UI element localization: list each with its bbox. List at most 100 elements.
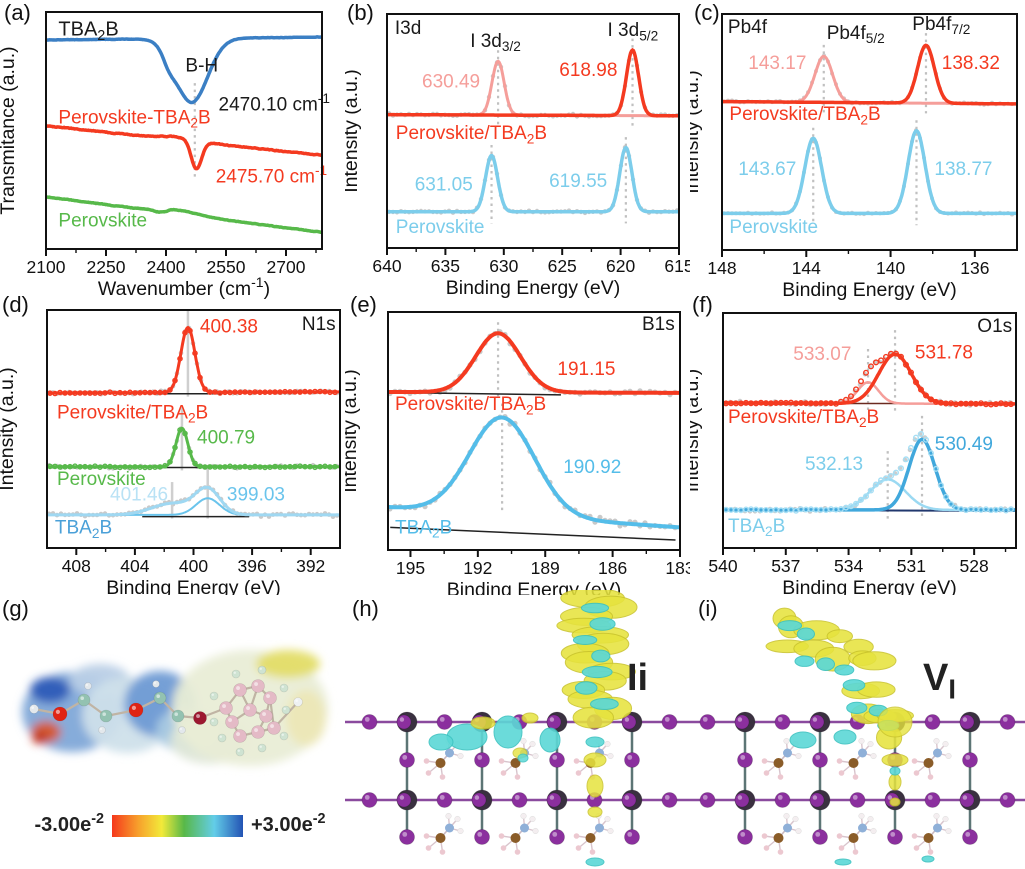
charge-density-isosurface-blob	[591, 649, 611, 663]
envelope-ring-marker	[157, 389, 163, 396]
x-axis-tick-label: 186	[598, 558, 627, 578]
chart-annotation: 619.55	[549, 171, 607, 192]
charge-density-isosurface-blob	[842, 679, 866, 692]
charge-density-isosurface-blob	[816, 657, 835, 671]
envelope-ring-marker	[107, 463, 113, 470]
envelope-ring-marker	[137, 464, 143, 470]
envelope-ring-marker	[912, 379, 919, 386]
envelope-ring-marker	[872, 359, 879, 366]
chart-annotation: Perovskite/TBA2B	[729, 104, 880, 127]
chart-annotation: Perovskite/TBA2B	[395, 394, 546, 417]
chart-annotation: Perovskite/TBA2B	[728, 407, 879, 430]
panel-d-xps-n1s: (d) N1s 400.38 Perovskite/TBA2B 400.79 Perov…	[0, 290, 345, 595]
x-axis-tick-label: 2250	[87, 257, 126, 277]
chart-annotation: 400.79	[197, 427, 255, 448]
envelope-ring-marker	[857, 496, 864, 503]
envelope-ring-marker	[217, 390, 223, 396]
envelope-ring-marker	[307, 389, 313, 395]
chart-annotation: I3d	[395, 18, 421, 39]
x-axis-tick-label: 540	[708, 556, 737, 576]
chart-annotation: Pb4f	[728, 17, 768, 38]
charge-density-isosurface-blob	[521, 712, 539, 724]
envelope-ring-marker	[252, 463, 258, 470]
plot-frame	[722, 312, 1017, 549]
envelope-ring-marker	[247, 464, 253, 471]
envelope-ring-marker	[317, 463, 323, 470]
charge-density-isosurface-blob	[572, 706, 615, 729]
panel-b-xps-i3d: (b) I3d I 3d3/2 I 3d5/2 630.49 618.98 Perovsk…	[345, 0, 690, 300]
envelope-ring-marker	[902, 361, 909, 368]
chart-annotation: 531.78	[915, 342, 973, 363]
envelope-ring-marker	[132, 390, 138, 396]
chart-annotation: 138.32	[942, 53, 1000, 74]
chart-annotation: Perovskite	[58, 211, 147, 232]
envelope-ring-marker	[262, 464, 268, 471]
x-axis-tick-label: 195	[396, 558, 425, 578]
y-axis-label: Transmitance (a.u.)	[0, 46, 19, 214]
envelope-ring-marker	[302, 463, 308, 470]
envelope-ring-marker	[922, 436, 929, 443]
envelope-ring-marker	[312, 464, 318, 471]
envelope-ring-marker	[867, 363, 874, 370]
envelope-ring-marker	[142, 464, 148, 471]
envelope-ring-marker	[262, 389, 268, 395]
y-axis-label: Intensity (a.u.)	[345, 69, 362, 193]
chart-annotation: I 3d3/2	[470, 31, 521, 54]
chart-annotation: Perovskite/TBA2B	[396, 123, 547, 146]
envelope-ring-marker	[847, 393, 854, 400]
envelope-ring-marker	[852, 386, 859, 393]
y-axis-label: Intensity (a.u.)	[690, 369, 703, 493]
envelope-ring-marker	[948, 501, 955, 508]
panel-a-ftir-spectrum: (a) TBA2B B-H 2470.10 cm-1 Perovskite-TBA2B…	[0, 0, 345, 300]
envelope-ring-marker	[927, 396, 934, 403]
envelope-ring-marker	[307, 463, 313, 470]
envelope-ring-marker	[272, 463, 278, 470]
x-axis-tick-label: 534	[834, 556, 863, 576]
chart-annotation: N1s	[302, 314, 336, 335]
chart-annotation: 191.15	[557, 359, 615, 380]
molecule-ball-and-stick	[29, 665, 303, 757]
x-axis-label: Binding Energy (eV)	[782, 577, 957, 595]
envelope-ring-marker	[837, 505, 844, 512]
envelope-ring-marker	[1008, 506, 1015, 513]
envelope-ring-marker	[302, 388, 308, 395]
envelope-ring-marker	[202, 386, 208, 392]
x-axis-tick-label: 148	[707, 258, 736, 278]
envelope-ring-marker	[112, 390, 118, 397]
charge-density-isosurface-blob	[470, 716, 496, 730]
envelope-ring-marker	[82, 463, 88, 470]
ma-cation-molecule	[836, 812, 877, 855]
series-curve	[387, 145, 679, 214]
envelope-ring-marker	[57, 389, 63, 396]
envelope-ring-marker	[152, 464, 158, 470]
charge-density-isosurface-blob	[590, 698, 619, 710]
x-axis-tick-label: 528	[959, 556, 988, 576]
x-axis-tick-label: 2100	[27, 257, 66, 277]
x-axis-tick-label: 625	[548, 256, 577, 276]
envelope-ring-marker	[192, 460, 198, 467]
chart-annotation: I 3d5/2	[608, 20, 659, 43]
envelope-ring-marker	[217, 464, 223, 470]
series-curve	[46, 35, 322, 105]
chart-annotation: Perovskite	[396, 217, 485, 238]
chart-annotation: B-H	[185, 55, 218, 76]
chart-annotation: 138.77	[934, 159, 992, 180]
envelope-ring-marker	[202, 464, 208, 470]
chart-annotation: Perovskite-TBA2B	[58, 107, 210, 130]
envelope-ring-marker	[327, 464, 333, 470]
envelope-ring-marker	[237, 464, 243, 470]
x-axis-label: Wavenumber (cm-1)	[98, 274, 270, 300]
x-axis-tick-label: 630	[489, 256, 518, 276]
chart-annotation: TBA2B	[58, 19, 118, 44]
x-axis-label: Binding Energy (eV)	[782, 279, 957, 300]
envelope-ring-marker	[322, 388, 328, 395]
x-axis-tick-label: 620	[606, 256, 635, 276]
ma-cation-molecule	[836, 737, 877, 780]
chart-annotation: O1s	[977, 316, 1012, 337]
envelope-ring-marker	[232, 464, 238, 470]
envelope-ring-marker	[52, 463, 58, 470]
ma-cation-molecule	[911, 812, 952, 855]
panel-f-xps-o1s: (f) O1s 533.07 531.78 Perovskite/TBA2B 532.1…	[690, 290, 1025, 595]
x-axis-tick-label: 640	[372, 256, 401, 276]
chart-annotation: 143.67	[738, 159, 796, 180]
